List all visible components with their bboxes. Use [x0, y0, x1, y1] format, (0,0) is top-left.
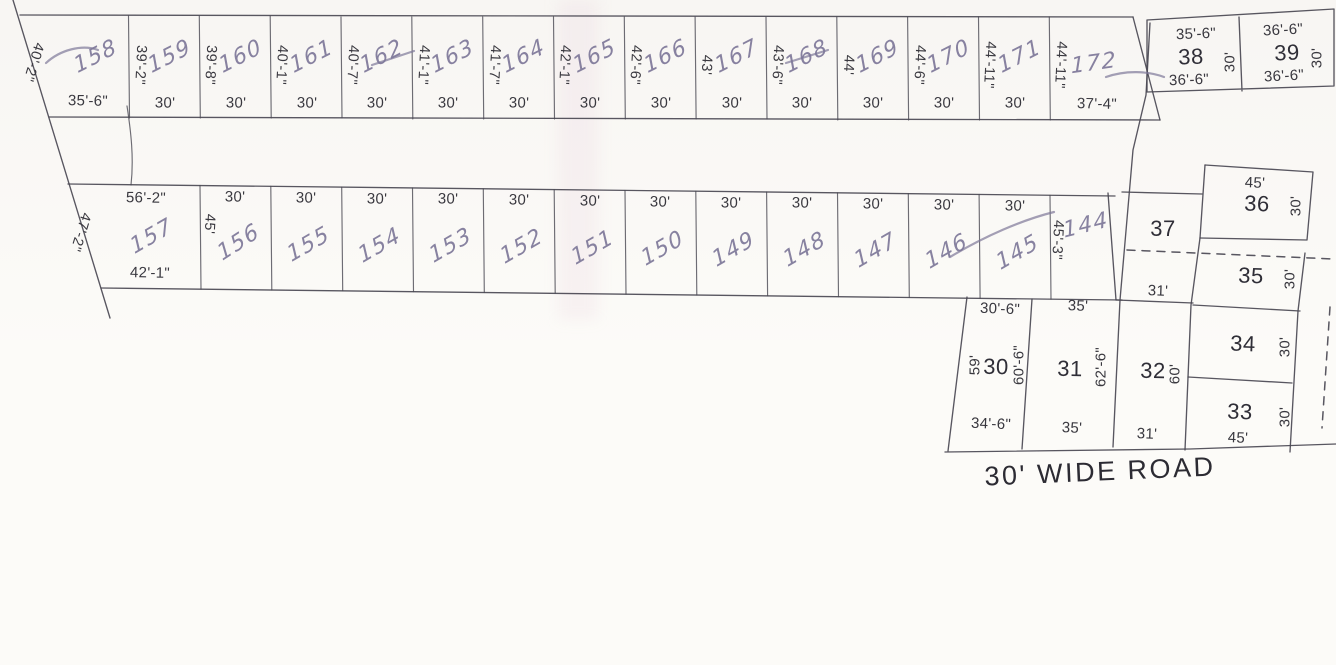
plot-160-left-dim: 39'-8" [201, 44, 220, 86]
plot-168-left-dim: 43'-6" [768, 44, 787, 86]
plot-33-right-dim: 30' [1276, 406, 1294, 428]
plot-166-left-dim: 42'-6" [626, 44, 645, 86]
plot-163-left-dim: 41'-1" [414, 44, 433, 86]
plot-30-left-dim: 59' [966, 354, 984, 376]
right-plots-boundaries [1115, 8, 1335, 453]
plot-30-bottom-dim: 34'-6" [970, 414, 1012, 434]
plot-166-bottom-dim: 30' [650, 93, 672, 112]
plot-32-bottom-dim: 31' [1136, 425, 1158, 443]
pencil-marks [44, 46, 1166, 259]
plot-164-left-dim: 41'-7" [484, 44, 503, 86]
plot-172-left-dim: 44'-11" [1051, 40, 1070, 90]
plot-30-right-dim: 60'-6" [1010, 344, 1028, 386]
plot-38-bottom-dim: 36'-6" [1168, 70, 1210, 90]
plot-30-top-dim: 30'-6" [979, 299, 1021, 319]
plot-148-top-dim: 30' [791, 194, 813, 213]
plot-38-top-dim: 35'-6" [1175, 24, 1217, 44]
plot-31-right-dim: 62'-6" [1092, 346, 1110, 388]
row1-dividers [127, 15, 1051, 121]
plot-169-bottom-dim: 30' [862, 93, 884, 112]
plot-34-number: 34 [1229, 330, 1257, 357]
plot-153-top-dim: 30' [437, 190, 459, 209]
plot-157-bottom-dim: 42'-1" [129, 264, 171, 282]
plot-159-left-dim: 39'-2" [130, 44, 149, 86]
plot-146-top-dim: 30' [933, 196, 955, 214]
plot-35-right-dim: 30' [1281, 268, 1299, 290]
plot-31-bottom-dim: 35' [1061, 419, 1083, 437]
plot-161-left-dim: 40'-1" [272, 44, 291, 86]
plot-33-bottom-dim: 45' [1227, 429, 1249, 447]
plot-39-right-dim: 30' [1308, 47, 1326, 69]
plot-37-bottom-dim: 31' [1147, 282, 1169, 300]
plot-38-right-dim: 30' [1221, 51, 1239, 73]
plot-158-bottom-dim: 35'-6" [67, 92, 109, 110]
plot-162-left-dim: 40'-7" [343, 44, 362, 86]
plot-156-left-dim: 45' [200, 213, 218, 235]
plot-36-number: 36 [1243, 190, 1271, 217]
plot-160-bottom-dim: 30' [225, 93, 247, 112]
plot-31-top-dim: 35' [1067, 297, 1089, 315]
plot-38-number: 38 [1177, 43, 1205, 70]
plot-162-bottom-dim: 30' [367, 93, 388, 112]
plot-163-bottom-dim: 30' [437, 93, 459, 112]
plot-150-top-dim: 30' [650, 193, 671, 211]
plot-169-left-dim: 44' [839, 54, 857, 76]
plot-39-number: 39 [1273, 39, 1301, 66]
plot-172-bottom-dim: 37'-4" [1076, 95, 1118, 113]
plot-167-left-dim: 43' [697, 54, 715, 76]
plot-151-top-dim: 30' [579, 192, 600, 210]
plot-32-right-dim: 60' [1166, 363, 1184, 385]
plot-157-top-dim: 56'-2" [125, 189, 167, 207]
plot-152-top-dim: 30' [508, 191, 530, 209]
lower-block-boundaries [944, 296, 1336, 453]
plot-31-number: 31 [1057, 355, 1083, 382]
plot-171-bottom-dim: 30' [1004, 93, 1026, 112]
plot-164-bottom-dim: 30' [508, 93, 530, 112]
plot-165-bottom-dim: 30' [579, 93, 601, 112]
plot-167-bottom-dim: 30' [721, 93, 742, 112]
plot-159-bottom-dim: 30' [154, 93, 176, 112]
plot-149-top-dim: 30' [720, 193, 742, 212]
plot-170-left-dim: 44'-6" [909, 44, 928, 86]
plot-32-number: 32 [1140, 357, 1166, 384]
plot-156-top-dim: 30' [225, 188, 246, 206]
plot-33-number: 33 [1226, 398, 1254, 425]
plot-36-top-dim: 45' [1244, 174, 1266, 192]
row2-dividers [199, 184, 1052, 300]
plot-34-right-dim: 30' [1276, 336, 1294, 358]
plot-145-top-dim: 30' [1004, 197, 1025, 215]
plot-170-bottom-dim: 30' [933, 93, 955, 112]
plot-171-left-dim: 44'-11" [980, 40, 999, 90]
plot-39-top-dim: 36'-6" [1262, 20, 1304, 40]
plot-37-number: 37 [1150, 216, 1176, 241]
plot-147-top-dim: 30' [862, 195, 884, 213]
plot-35-number: 35 [1237, 262, 1265, 289]
plot-161-bottom-dim: 30' [296, 93, 317, 112]
plot-165-left-dim: 42'-1" [555, 44, 574, 86]
plot-30-number: 30 [983, 353, 1009, 380]
plot-36-right-dim: 30' [1287, 195, 1305, 217]
scan-streak [558, 0, 598, 320]
plot-144-left-dim: 45'-3" [1048, 219, 1067, 261]
plot-155-top-dim: 30' [295, 189, 317, 207]
plot-154-top-dim: 30' [366, 189, 388, 208]
plot-39-bottom-dim: 36'-6" [1263, 66, 1305, 86]
plot-168-bottom-dim: 30' [792, 93, 813, 112]
